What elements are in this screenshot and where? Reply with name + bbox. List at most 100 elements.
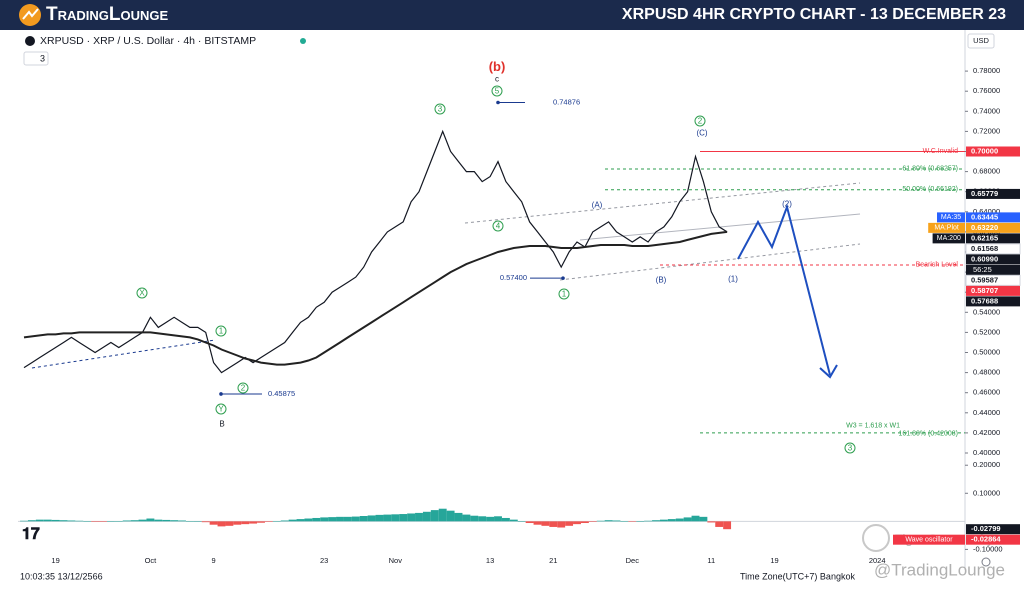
level-label: 50.00% (0.66192) [902, 186, 958, 193]
osc-bar [478, 516, 487, 522]
wave-label: (1) [728, 275, 738, 284]
price-tag [966, 146, 1020, 157]
price-tag-name: MA:200 [937, 235, 961, 242]
settings-icon[interactable] [981, 557, 991, 567]
osc-bar [509, 519, 518, 522]
x-tick-label: 21 [549, 556, 557, 565]
indicator-toggle[interactable] [23, 51, 49, 66]
osc-bar [27, 520, 36, 522]
ma-line [23, 230, 728, 366]
osc-bar [130, 520, 139, 522]
y-tick-label: 0.76000 [973, 86, 1000, 95]
price-tag [966, 254, 1020, 265]
y-tick-label: 0.54000 [973, 307, 1000, 316]
osc-bar [193, 521, 202, 522]
osc-bar [691, 515, 700, 522]
wave-label: 5 [495, 87, 500, 96]
forecast-path [737, 203, 831, 376]
osc-bar [541, 521, 550, 526]
price-tag-label: -0.02799 [971, 524, 1001, 533]
wave-label: B [219, 420, 224, 429]
price-tag-name: Wave oscillator [905, 537, 953, 544]
price-tag-name-box [893, 534, 965, 545]
level-label: 161.80% (0.42008) [898, 431, 958, 438]
wave-label: (2) [782, 200, 792, 209]
osc-bar [422, 511, 431, 522]
price-tag [966, 534, 1020, 545]
wave-label: 1 [219, 327, 224, 336]
price-tag-label: 0.63445 [971, 212, 998, 221]
level-label: 61.80% (0.68257) [902, 165, 958, 172]
osc-bar [178, 520, 186, 522]
osc-bar [162, 519, 171, 522]
indicator-count: 3 [40, 53, 45, 63]
market-status [300, 38, 306, 44]
price-tag-name-box [928, 222, 965, 233]
osc-bar [486, 516, 495, 522]
osc-bar [557, 521, 566, 528]
y-tick-label: 0.20000 [973, 460, 1000, 469]
osc-bar [288, 519, 297, 522]
osc-bar [217, 521, 226, 527]
y-tick-label: 0.74000 [973, 106, 1000, 115]
osc-bar [43, 519, 52, 522]
currency-button[interactable] [967, 33, 995, 49]
point-label: 0.57400 [500, 273, 527, 282]
osc-bar [351, 516, 360, 522]
logo-text: TradingLounge [46, 4, 168, 25]
price-tag-label: 0.62165 [971, 233, 998, 242]
x-tick-label: 13 [486, 556, 494, 565]
symbol-icon [25, 36, 35, 46]
osc-bar [83, 521, 92, 522]
price-tag-label: 0.57688 [971, 296, 998, 305]
price-tag-label: 0.63220 [971, 223, 998, 232]
osc-bar [280, 520, 289, 522]
osc-bar [122, 520, 131, 522]
osc-bar [35, 519, 44, 522]
price-tag [966, 285, 1020, 296]
osc-bar [501, 517, 510, 522]
osc-bar [723, 521, 732, 530]
wave-label: 2 [698, 117, 703, 126]
price-tag-name-box [937, 212, 965, 223]
x-tick-label: Oct [145, 556, 158, 565]
y-tick-label: 0.52000 [973, 327, 1000, 336]
tv-logo: 𝟏𝟕 [22, 526, 40, 543]
osc-bar [75, 520, 84, 522]
osc-bar [549, 521, 558, 527]
countdown-box [966, 264, 1020, 275]
x-tick-label: Nov [389, 556, 403, 565]
point-label: 0.45875 [268, 389, 295, 398]
wave-label: (B) [656, 276, 667, 285]
wave-circle [136, 287, 148, 299]
y-tick-label: 0.78000 [973, 66, 1000, 75]
wave-circle [215, 403, 227, 415]
price-tag [966, 222, 1020, 233]
osc-bar [257, 521, 265, 523]
osc-bar [391, 514, 400, 522]
x-tick-label: 19 [51, 556, 59, 565]
osc-bar [517, 521, 526, 522]
osc-bar [580, 521, 589, 524]
price-tag-label: 0.59587 [971, 275, 998, 284]
osc-bar [430, 510, 439, 522]
channel-line [559, 243, 861, 281]
osc-bar [336, 516, 344, 522]
osc-bar [494, 516, 502, 522]
price-tag-name: MA:35 [941, 214, 961, 221]
osc-bar [407, 513, 416, 522]
clock: 10:03:35 13/12/2566 [20, 571, 103, 581]
wave-circle [558, 288, 570, 300]
wave-circle [237, 382, 249, 394]
osc-bar [652, 520, 660, 522]
price-tag-label: 0.58707 [971, 286, 998, 295]
price-tag [966, 296, 1020, 307]
price-tag-name: MA:Plot [934, 225, 959, 232]
osc-bar [114, 521, 123, 522]
osc-bar [415, 512, 423, 522]
x-tick-label: 11 [707, 556, 715, 565]
osc-bar [264, 521, 273, 522]
osc-bar [67, 520, 76, 522]
